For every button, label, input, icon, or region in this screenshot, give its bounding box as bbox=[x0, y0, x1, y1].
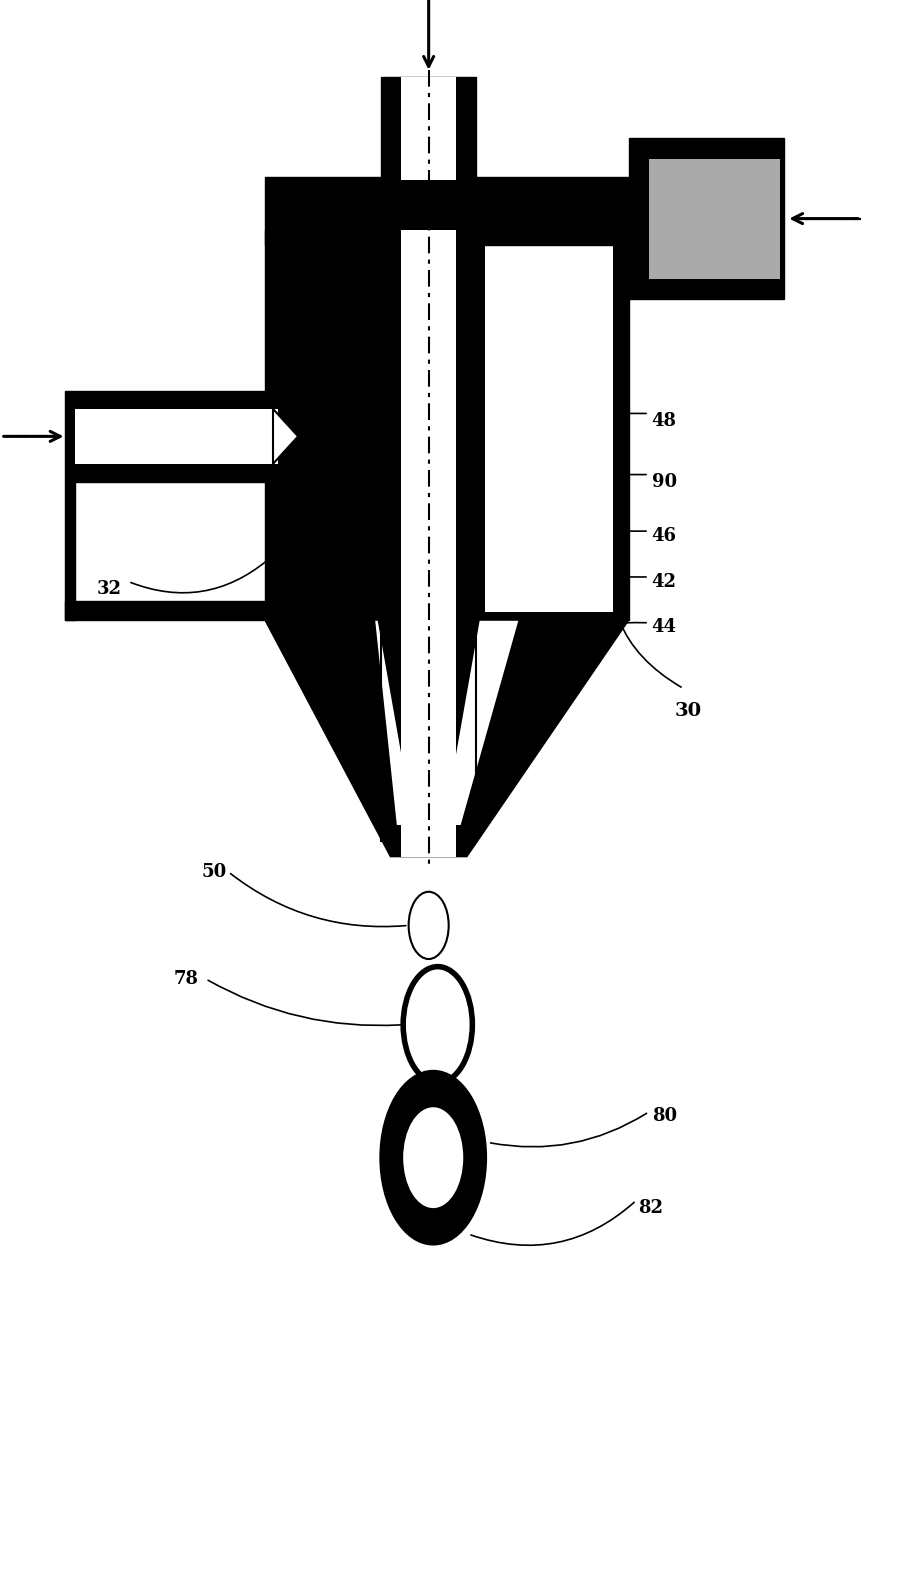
Text: 46: 46 bbox=[652, 526, 677, 545]
Text: 82: 82 bbox=[638, 1199, 663, 1217]
Circle shape bbox=[409, 892, 449, 959]
Polygon shape bbox=[442, 620, 520, 826]
Text: 78: 78 bbox=[174, 970, 198, 988]
Text: 44: 44 bbox=[652, 619, 677, 636]
Bar bbox=[65, 482, 76, 620]
Circle shape bbox=[437, 1126, 455, 1156]
Circle shape bbox=[419, 992, 457, 1057]
Polygon shape bbox=[265, 620, 629, 857]
Bar bbox=[65, 391, 279, 482]
Circle shape bbox=[403, 1107, 463, 1207]
Bar bbox=[265, 176, 629, 245]
Bar bbox=[402, 620, 456, 857]
Text: 42: 42 bbox=[652, 573, 677, 590]
Text: 30: 30 bbox=[675, 702, 701, 721]
Text: 32: 32 bbox=[96, 581, 122, 598]
Text: 90: 90 bbox=[652, 473, 677, 491]
Circle shape bbox=[403, 967, 473, 1083]
Polygon shape bbox=[374, 620, 415, 826]
Text: 50: 50 bbox=[201, 864, 226, 881]
Bar bbox=[629, 138, 784, 298]
Polygon shape bbox=[273, 408, 298, 463]
Bar bbox=[402, 77, 456, 179]
Bar bbox=[76, 408, 279, 463]
Bar bbox=[485, 237, 613, 612]
Bar bbox=[381, 77, 476, 176]
Text: 48: 48 bbox=[652, 411, 677, 430]
Bar bbox=[402, 231, 456, 620]
Bar bbox=[265, 231, 629, 620]
Text: 80: 80 bbox=[652, 1107, 677, 1126]
Bar bbox=[65, 601, 274, 620]
Bar bbox=[649, 159, 780, 278]
Circle shape bbox=[383, 1074, 484, 1242]
Bar bbox=[381, 231, 476, 620]
